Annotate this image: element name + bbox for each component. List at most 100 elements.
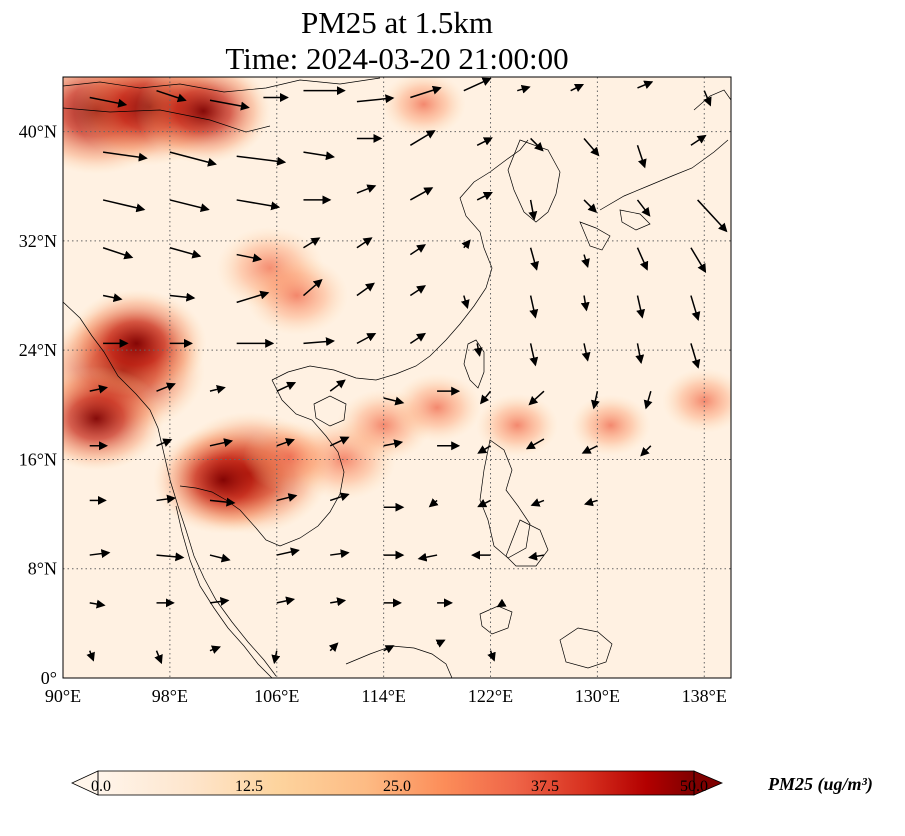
wind-arrow <box>89 599 106 609</box>
wind-arrow <box>690 343 701 369</box>
wind-arrow <box>580 295 590 312</box>
wind-arrow <box>303 237 321 249</box>
lat-tick-label: 40°N <box>19 122 57 142</box>
wind-arrow <box>356 282 375 297</box>
wind-arrow <box>517 84 531 94</box>
colorbar-tick-2: 25.0 <box>383 778 411 795</box>
wind-arrow <box>156 438 173 447</box>
wind-arrow <box>703 90 712 107</box>
wind-arrow <box>583 137 600 157</box>
wind-arrow <box>276 596 296 606</box>
wind-arrow <box>487 650 496 662</box>
pm25-hotspot <box>381 77 466 137</box>
lon-tick-label: 122°E <box>468 686 513 706</box>
wind-arrow <box>690 247 707 274</box>
lat-tick-label: 16°N <box>19 449 57 469</box>
wind-arrow <box>690 134 707 146</box>
lat-tick-label: 32°N <box>19 231 57 251</box>
pm25-hotspot <box>662 368 731 434</box>
lat-tick-label: 0° <box>41 668 57 688</box>
wind-arrow <box>329 436 350 447</box>
wind-arrow <box>409 244 427 256</box>
wind-arrow <box>209 553 231 563</box>
wind-arrow <box>383 396 405 406</box>
wind-arrow <box>328 642 339 652</box>
wind-arrow <box>428 498 439 508</box>
wind-arrow <box>583 199 598 213</box>
colorbar-label: PM25 (ug/m³) <box>768 774 873 794</box>
wind-arrow <box>479 390 492 405</box>
wind-arrow <box>156 89 187 103</box>
colorbar-gradient <box>98 771 694 795</box>
wind-arrow <box>640 445 652 457</box>
pm25-hotspot <box>570 394 651 456</box>
wind-arrow <box>271 650 281 665</box>
wind-vectors <box>86 77 728 665</box>
wind-arrow <box>276 493 298 502</box>
lat-tick-label: 24°N <box>19 340 57 360</box>
wind-arrow <box>697 199 728 233</box>
wind-arrow <box>529 247 539 271</box>
wind-arrow <box>410 85 442 99</box>
wind-arrow <box>528 199 538 221</box>
wind-arrow <box>530 137 544 152</box>
wind-arrow <box>690 295 701 321</box>
pm25-hotspot <box>476 393 559 457</box>
wind-arrow <box>590 391 600 410</box>
wind-arrow <box>209 385 226 394</box>
wind-arrow <box>477 445 491 454</box>
wind-arrow <box>473 343 483 357</box>
wind-arrow <box>570 83 585 93</box>
lon-tick-label: 90°E <box>45 686 81 706</box>
wind-arrow <box>581 343 591 362</box>
colorbar-frame <box>97 770 695 796</box>
colorbar-tick-3: 37.5 <box>531 778 559 795</box>
wind-arrow <box>276 381 297 392</box>
wind-arrow <box>356 333 377 345</box>
wind-arrow <box>643 390 653 410</box>
wind-arrow <box>636 295 646 319</box>
wind-arrow <box>330 549 350 559</box>
wind-arrow <box>383 645 395 654</box>
pm25-hotspot <box>245 255 349 336</box>
wind-arrow <box>236 155 287 166</box>
lat-tick-label: 8°N <box>28 559 57 579</box>
wind-arrow <box>102 151 148 162</box>
wind-arrow <box>476 137 493 146</box>
wind-arrow <box>636 199 651 217</box>
lon-tick-label: 138°E <box>682 686 727 706</box>
wind-arrow <box>528 390 545 406</box>
wind-arrow <box>581 445 598 454</box>
wind-arrow <box>383 439 404 449</box>
wind-arrow <box>636 247 649 271</box>
pm25-hotspot <box>243 420 337 493</box>
map-title-line1: PM25 at 1.5km <box>300 5 494 40</box>
wind-arrow <box>636 145 647 169</box>
wind-arrow <box>102 293 123 303</box>
wind-arrow <box>409 332 427 344</box>
wind-arrow <box>330 597 347 607</box>
wind-arrow <box>209 645 221 654</box>
wind-arrow <box>169 247 202 259</box>
wind-arrow <box>209 99 250 111</box>
map-title-line2: Time: 2024-03-20 21:00:00 <box>225 41 569 76</box>
axis-labels: 90°E 98°E 106°E 114°E 122°E 130°E 138°E 0° 8°N 16… <box>19 122 727 706</box>
wind-arrow <box>581 254 590 269</box>
wind-arrow <box>89 96 128 108</box>
wind-arrow <box>276 547 300 557</box>
wind-arrow <box>460 295 470 309</box>
wind-arrow <box>529 343 539 367</box>
wind-arrow <box>209 438 234 448</box>
wind-arrow <box>583 497 598 507</box>
wind-arrow <box>209 597 230 606</box>
wind-arrow <box>356 94 395 104</box>
lon-tick-label: 106°E <box>254 686 299 706</box>
wind-arrow <box>276 438 295 447</box>
wind-arrow <box>329 492 350 502</box>
wind-arrow <box>169 199 210 213</box>
wind-arrow <box>529 295 539 319</box>
wind-arrow <box>89 384 108 394</box>
pm25-hotspot <box>392 373 482 442</box>
wind-arrow <box>169 151 217 167</box>
